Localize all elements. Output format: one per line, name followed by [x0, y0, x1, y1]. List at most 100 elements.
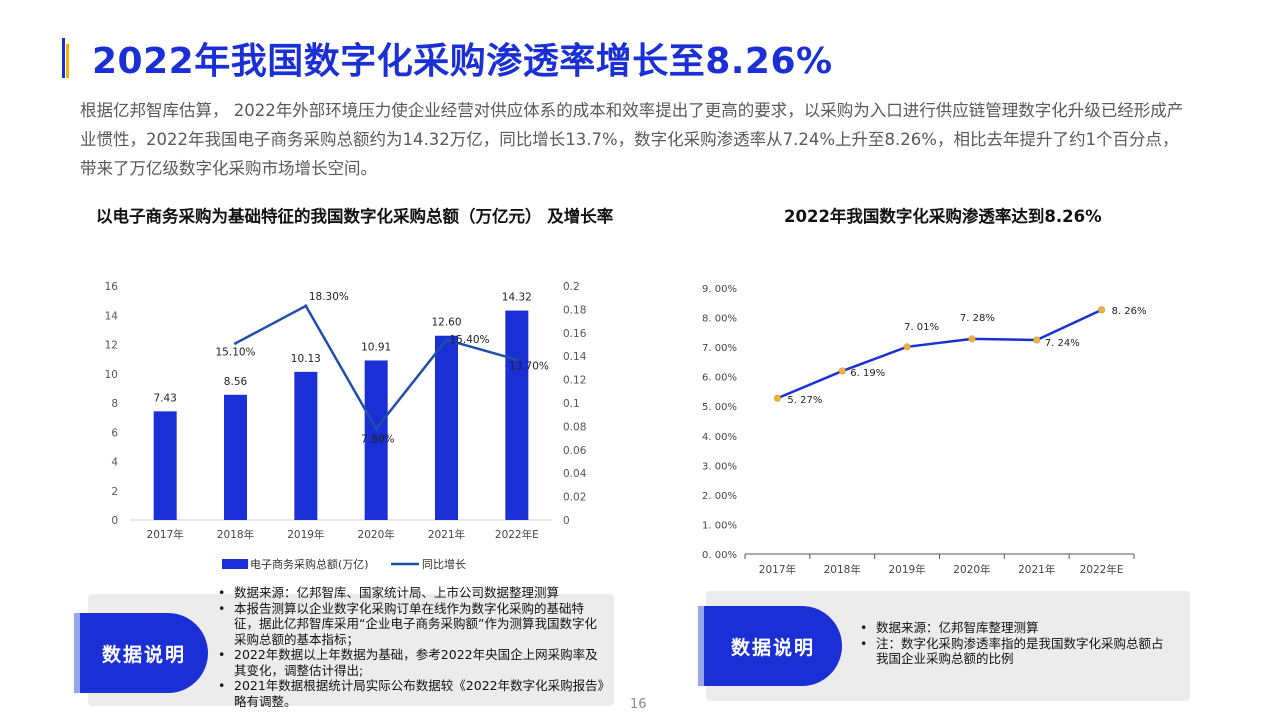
bar-value-label: 10.13: [291, 353, 321, 365]
x-tick-label: 2019年: [888, 563, 925, 576]
penetration-point: [968, 335, 976, 343]
data-notes-tab-left: 数据说明: [80, 613, 208, 693]
bar: [364, 360, 388, 520]
bar-chart-title: 以电子商务采购为基础特征的我国数字化采购总额（万亿元） 及增长率: [96, 207, 614, 226]
y-tick-label: 0: [111, 515, 118, 527]
bar: [294, 371, 318, 520]
x-tick-label: 2020年: [358, 528, 395, 541]
note-item: 注：数字化采购渗透率指的是我国数字化采购总额占我国企业采购总额的比例: [858, 636, 1168, 667]
bar-value-label: 10.91: [361, 341, 391, 353]
x-tick-label: 2022年E: [1080, 563, 1124, 576]
penetration-point: [838, 367, 846, 375]
x-tick-label: 2017年: [147, 528, 184, 541]
growth-point: [515, 358, 519, 362]
growth-value-label: 15.40%: [450, 334, 490, 346]
y2-tick-label: 0.14: [563, 351, 587, 363]
growth-point: [304, 304, 308, 308]
y-tick-label: 4. 00%: [702, 432, 737, 443]
x-tick-label: 2018年: [217, 528, 254, 541]
y2-tick-label: 0.1: [563, 398, 580, 410]
penetration-value-label: 6. 19%: [850, 368, 885, 379]
y2-tick-label: 0.18: [563, 304, 586, 316]
penetration-value-label: 7. 28%: [960, 313, 995, 324]
y-tick-label: 3. 00%: [702, 461, 737, 472]
bar: [435, 335, 458, 520]
y2-tick-label: 0.02: [563, 492, 586, 504]
y-tick-label: 16: [105, 281, 119, 293]
x-tick-label: 2020年: [953, 563, 990, 576]
y-tick-label: 1. 00%: [702, 520, 737, 531]
bar-value-label: 8.56: [224, 376, 248, 388]
x-tick-label: 2017年: [759, 563, 796, 576]
data-notes-label: 数据说明: [730, 636, 815, 659]
y-tick-label: 2: [111, 486, 118, 498]
y2-tick-label: 0.04: [563, 468, 587, 480]
legend-bar-swatch: [222, 559, 248, 569]
legend-line-label: 同比增长: [422, 557, 466, 571]
x-tick-label: 2022年E: [495, 528, 539, 541]
y2-tick-label: 0: [563, 515, 570, 527]
y2-tick-label: 0.12: [563, 375, 586, 387]
growth-point: [234, 341, 237, 345]
y-tick-label: 6: [111, 427, 118, 439]
bar: [505, 310, 529, 520]
penetration-point: [1098, 306, 1106, 314]
note-item: 2021年数据根据统计局实际公布数据较《2022年数字化采购报告》略有调整。: [216, 678, 608, 709]
penetration-point: [903, 343, 911, 351]
x-tick-label: 2019年: [287, 528, 324, 541]
y-tick-label: 2. 00%: [702, 491, 737, 502]
penetration-value-label: 7. 24%: [1045, 338, 1080, 349]
bar-value-label: 12.60: [431, 317, 461, 329]
penetration-point: [1033, 336, 1041, 344]
bar-value-label: 7.43: [153, 392, 176, 404]
growth-value-label: 18.30%: [309, 291, 349, 303]
penetration-value-label: 7. 01%: [904, 322, 939, 333]
intro-paragraph: 根据亿邦智库估算， 2022年外部环境压力使企业经营对供应体系的成本和效率提出了…: [80, 101, 1184, 178]
note-item: 本报告测算以企业数字化采购订单在线作为数字化采购的基础特征，据此亿邦智库采用“企…: [216, 601, 608, 648]
y2-tick-label: 0.08: [563, 421, 586, 433]
note-item: 2022年数据以上年数据为基础，参考2022年央国企上网采购率及其变化，调整估计…: [216, 647, 608, 678]
growth-value-label: 15.10%: [216, 346, 256, 358]
y-tick-label: 0. 00%: [702, 550, 737, 561]
growth-value-label: 13.70%: [509, 361, 549, 373]
data-notes-tab-right: 数据说明: [704, 606, 842, 686]
penetration-line: [776, 308, 1103, 400]
growth-point: [445, 338, 448, 342]
penetration-value-label: 5. 27%: [787, 395, 822, 406]
y2-tick-label: 0.06: [563, 445, 587, 457]
y-tick-label: 7. 00%: [702, 343, 737, 354]
x-tick-label: 2021年: [1018, 563, 1055, 576]
note-item: 数据来源：亿邦智库整理测算: [858, 620, 1168, 636]
y2-tick-label: 0.16: [563, 328, 587, 340]
growth-value-label: 7.80%: [361, 434, 394, 446]
bar: [224, 394, 247, 520]
page-number: 16: [630, 697, 647, 712]
notes-list-right: 数据来源：亿邦智库整理测算 注：数字化采购渗透率指的是我国数字化采购总额占我国企…: [858, 620, 1168, 667]
y-tick-label: 8: [111, 398, 118, 410]
y-tick-label: 10: [105, 369, 118, 381]
notes-list-left: 数据来源：亿邦智库、国家统计局、上市公司数据整理测算 本报告测算以企业数字化采购…: [216, 585, 608, 709]
y-tick-label: 4: [111, 457, 118, 469]
bar-value-label: 14.32: [502, 292, 532, 304]
y2-tick-label: 0.2: [563, 281, 580, 293]
penetration-point: [773, 394, 781, 402]
bar: [153, 411, 177, 520]
page-title: 2022年我国数字化采购渗透率增长至8.26%: [92, 41, 833, 82]
title-accent-bar: [62, 38, 69, 78]
y-tick-label: 6. 00%: [702, 373, 737, 384]
legend-bar-label: 电子商务采购总额(万亿): [250, 557, 369, 571]
penetration-value-label: 8. 26%: [1112, 306, 1147, 317]
y-tick-label: 8. 00%: [702, 314, 737, 325]
x-tick-label: 2021年: [428, 528, 465, 541]
y-tick-label: 9. 00%: [702, 284, 737, 295]
y-tick-label: 12: [105, 340, 118, 352]
line-chart-title: 2022年我国数字化采购渗透率达到8.26%: [784, 207, 1102, 226]
data-notes-label: 数据说明: [101, 643, 186, 666]
y-tick-label: 14: [105, 310, 119, 322]
growth-point: [374, 427, 378, 431]
y-tick-label: 5. 00%: [702, 402, 737, 413]
note-item: 数据来源：亿邦智库、国家统计局、上市公司数据整理测算: [216, 585, 608, 601]
x-tick-label: 2018年: [824, 563, 861, 576]
